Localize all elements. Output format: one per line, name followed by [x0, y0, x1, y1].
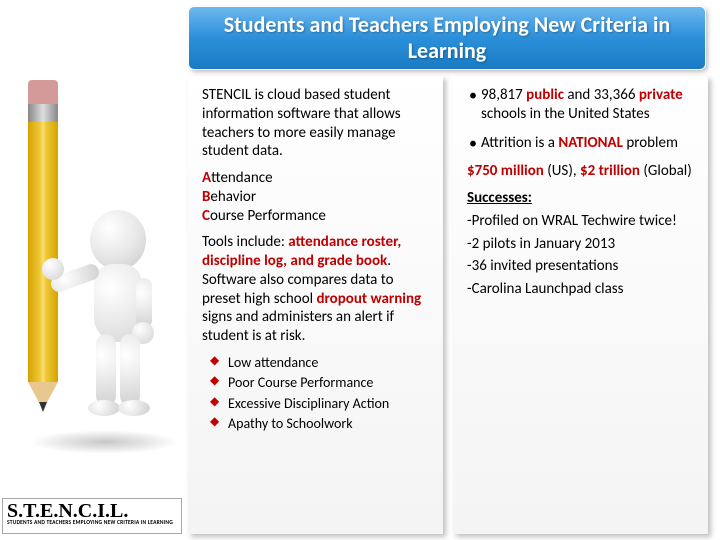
list-item: Excessive Disciplinary Action: [228, 395, 429, 413]
risk-bullets: Low attendance Poor Course Performance E…: [202, 354, 429, 433]
logo-main: S.T.E.N.C.I.L.: [7, 501, 177, 521]
success-item: -Profiled on WRAL Techwire twice!: [467, 212, 694, 231]
success-item: -2 pilots in January 2013: [467, 235, 694, 254]
list-item: Low attendance: [228, 354, 429, 372]
mannequin-icon: [50, 210, 180, 450]
slide-title: Students and Teachers Employing New Crit…: [188, 6, 706, 70]
abc-c: C: [202, 207, 210, 225]
left-column: STENCIL is cloud based student informati…: [188, 76, 443, 534]
successes-label: Successes:: [467, 189, 694, 208]
list-item: Attrition is a NATIONAL problem: [481, 134, 694, 153]
list-item: Apathy to Schoolwork: [228, 415, 429, 433]
list-item: Poor Course Performance: [228, 374, 429, 392]
abc-a: A: [202, 169, 211, 187]
figure-pencil-mannequin: [0, 80, 185, 480]
success-item: -36 invited presentations: [467, 257, 694, 276]
right-column: 98,817 public and 33,366 private schools…: [453, 76, 708, 534]
content-row: STENCIL is cloud based student informati…: [188, 76, 708, 534]
list-item: 98,817 public and 33,366 private schools…: [481, 86, 694, 124]
slide: Students and Teachers Employing New Crit…: [0, 0, 720, 540]
intro-text: STENCIL is cloud based student informati…: [202, 86, 429, 161]
stats-bullets: 98,817 public and 33,366 private schools…: [467, 86, 694, 152]
successes-block: Successes: -Profiled on WRAL Techwire tw…: [467, 189, 694, 299]
stencil-logo: S.T.E.N.C.I.L. STUDENTS AND TEACHERS EMP…: [2, 498, 182, 534]
abc-block: Attendance Behavior Course Performance: [202, 169, 429, 225]
success-item: -Carolina Launchpad class: [467, 280, 694, 299]
logo-sub: STUDENTS AND TEACHERS EMPLOYING NEW CRIT…: [7, 521, 177, 527]
money-line: $750 million (US), $2 trillion (Global): [467, 162, 694, 181]
tools-text: Tools include: attendance roster, discip…: [202, 233, 429, 346]
